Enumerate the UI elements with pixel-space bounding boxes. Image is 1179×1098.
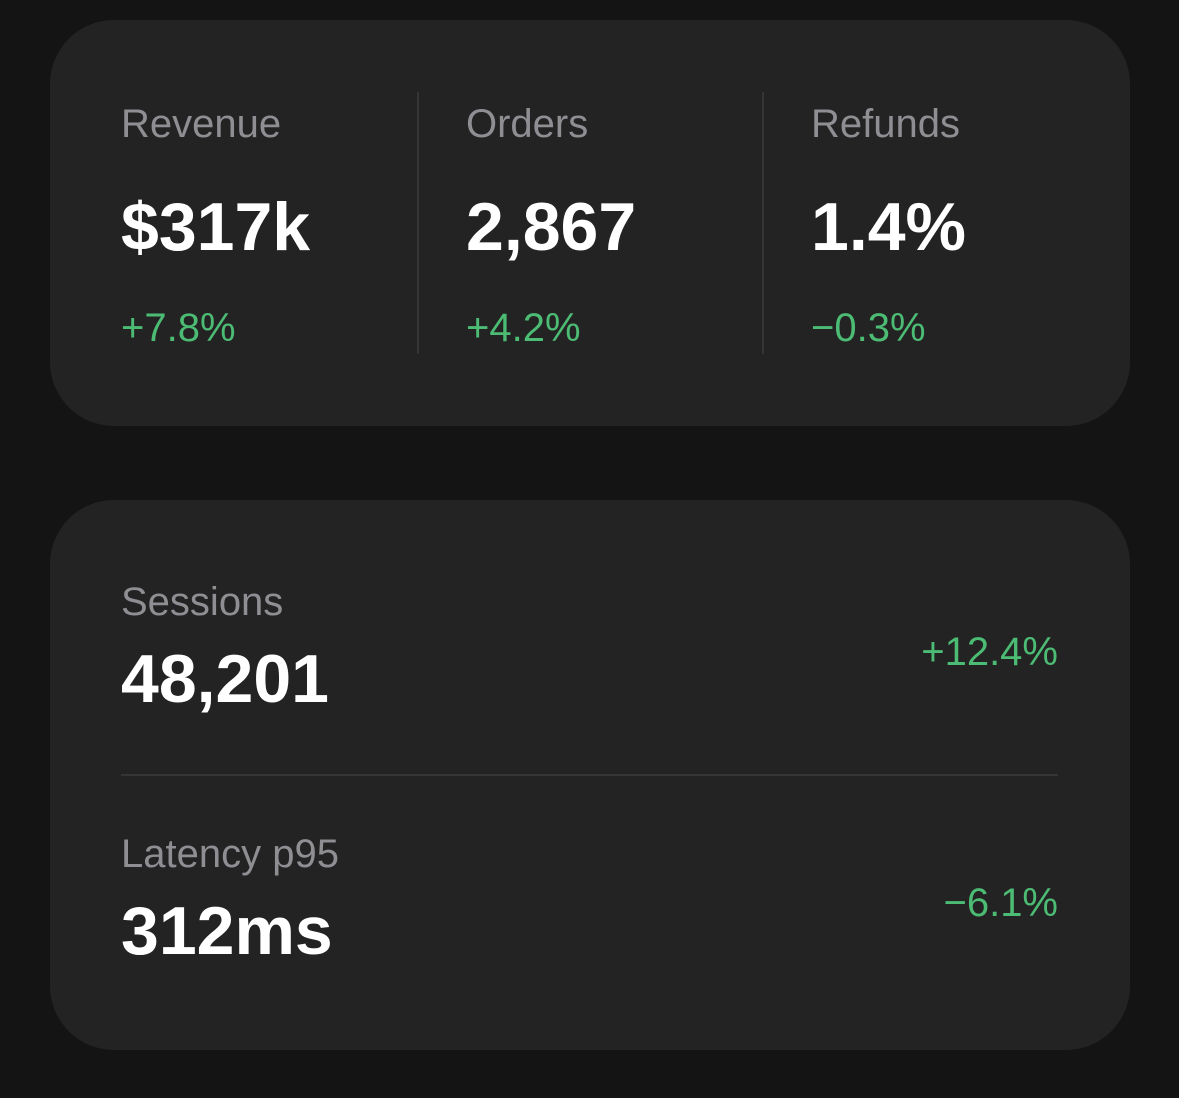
column-divider [762,92,764,354]
metric-delta: +4.2% [466,306,581,350]
metric-delta: −6.1% [943,881,1058,925]
metric-value: 1.4% [811,189,966,265]
metric-label: Refunds [811,102,960,146]
metric-value: 48,201 [121,641,329,717]
row-divider [121,774,1058,776]
metric-value: 312ms [121,893,333,969]
metric-label: Sessions [121,580,284,624]
summary-metrics-card: Revenue $317k +7.8% Orders 2,867 +4.2% R… [50,20,1130,426]
metric-delta: +12.4% [921,630,1058,674]
metric-value: 2,867 [466,189,637,265]
metric-row-sessions[interactable]: Sessions 48,201 +12.4% [50,500,1130,774]
metric-label: Latency p95 [121,832,339,876]
detail-metrics-card: Sessions 48,201 +12.4% Latency p95 312ms… [50,500,1130,1050]
metric-delta: +7.8% [121,306,236,350]
metric-row-latency[interactable]: Latency p95 312ms −6.1% [50,776,1130,1050]
metric-label: Orders [466,102,589,146]
metric-label: Revenue [121,102,282,146]
column-divider [417,92,419,354]
metric-value: $317k [121,189,311,265]
metric-delta: −0.3% [811,306,926,350]
